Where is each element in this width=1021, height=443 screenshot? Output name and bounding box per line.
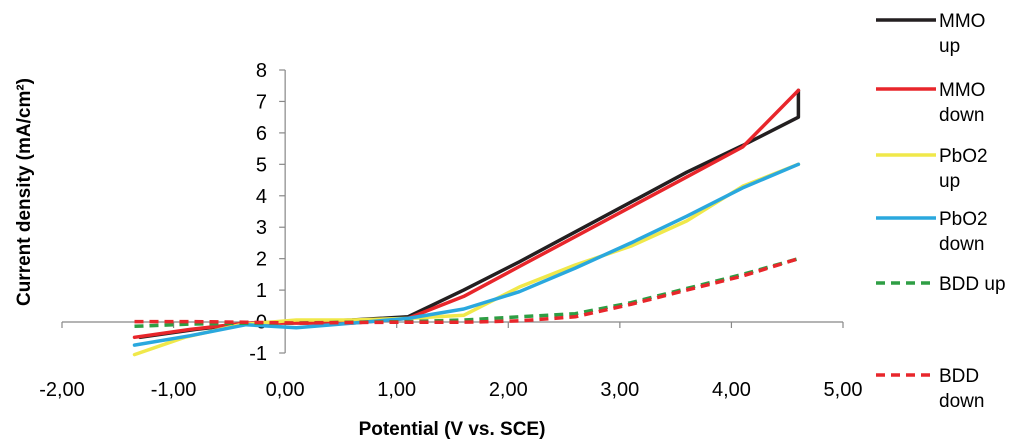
series-line-bdd-up bbox=[134, 257, 799, 329]
x-tick-label: 2,00 bbox=[489, 379, 528, 401]
legend-label-pbo2-up: PbO2 bbox=[939, 146, 988, 167]
legend-label-pbo2-up: up bbox=[939, 171, 960, 192]
chart-axes: -2,00 -1,00 0,00 1,00 2,00 3,00 4,00 5,00-10123… bbox=[39, 60, 862, 401]
y-tick-label: -1 bbox=[249, 343, 267, 365]
y-axis-title: Current density (mA/cm²) bbox=[14, 78, 35, 306]
legend-label-mmo-down: MMO bbox=[939, 80, 985, 101]
y-tick-label: 7 bbox=[256, 91, 267, 113]
x-tick-label: -1,00 bbox=[151, 379, 197, 401]
x-tick-label: 4,00 bbox=[712, 379, 751, 401]
x-tick-label: 0,00 bbox=[266, 379, 305, 401]
legend-label-mmo-up: MMO bbox=[939, 11, 985, 32]
legend-label-mmo-up: up bbox=[939, 36, 960, 57]
y-tick-label: 5 bbox=[256, 154, 267, 176]
series-line-pbo2-down bbox=[132, 162, 801, 347]
x-tick-label: -2,00 bbox=[39, 379, 85, 401]
x-tick-label: 1,00 bbox=[377, 379, 416, 401]
series-line-bdd-down bbox=[134, 257, 799, 325]
legend-label-pbo2-down: down bbox=[939, 234, 984, 255]
x-axis-title: Potential (V vs. SCE) bbox=[359, 419, 546, 440]
x-tick-label: 5,00 bbox=[824, 379, 863, 401]
y-tick-label: 6 bbox=[256, 123, 267, 145]
y-tick-label: 1 bbox=[256, 280, 267, 302]
chart-legend: MMO up MMO down PbO2 up PbO2 down BDD up BDD down bbox=[876, 11, 1006, 412]
y-tick-label: 4 bbox=[256, 186, 267, 208]
y-tick-label: 8 bbox=[256, 60, 267, 82]
legend-label-pbo2-down: PbO2 bbox=[939, 209, 988, 230]
legend-label-bdd-down: down bbox=[939, 391, 984, 412]
series-layer bbox=[132, 88, 801, 357]
legend-label-bdd-down: BDD bbox=[939, 366, 979, 387]
y-tick-label: 3 bbox=[256, 217, 267, 239]
x-tick-label: 3,00 bbox=[600, 379, 639, 401]
legend-label-mmo-down: down bbox=[939, 105, 984, 126]
legend-label-bdd-up: BDD up bbox=[939, 274, 1006, 295]
y-tick-label: 2 bbox=[256, 249, 267, 271]
